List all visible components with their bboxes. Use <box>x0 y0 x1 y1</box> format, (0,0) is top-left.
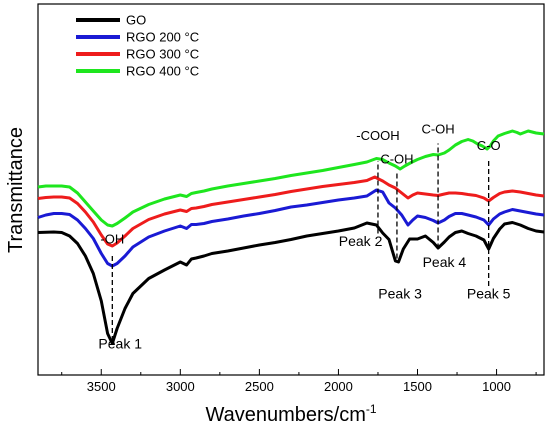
band-label: C-OH <box>380 152 413 167</box>
y-axis-title: Transmittance <box>5 127 27 253</box>
x-tick-label: 3000 <box>166 379 195 394</box>
plot-frame <box>37 3 545 376</box>
series-layer <box>37 129 545 345</box>
legend-label: RGO 300 °C <box>126 47 199 62</box>
peak-label: Peak 5 <box>467 286 511 302</box>
legend-label: RGO 400 °C <box>126 64 199 79</box>
band-label: C-OH <box>421 122 454 137</box>
series-line-rgo-200-c <box>37 188 545 268</box>
series-line-rgo-300-c <box>37 175 545 248</box>
x-tick-label: 3500 <box>87 379 116 394</box>
x-tick-label: 1500 <box>403 379 432 394</box>
legend-label: GO <box>126 13 146 28</box>
x-axis-ticks: 3500 3000 2500 2000 1500 1000 <box>61 369 537 394</box>
peak-label: Peak 2 <box>339 233 383 249</box>
series-line-go <box>37 221 545 345</box>
legend-label: RGO 200 °C <box>126 30 199 45</box>
x-axis-title-superscript: -1 <box>366 402 377 416</box>
x-tick-label: 1000 <box>482 379 511 394</box>
band-label: -COOH <box>356 128 399 143</box>
peak-label: Peak 1 <box>98 336 142 352</box>
peak-label: Peak 3 <box>378 286 422 302</box>
peak-label: Peak 4 <box>423 254 467 270</box>
series-line-rgo-400-c <box>37 129 545 228</box>
x-tick-label: 2000 <box>324 379 353 394</box>
band-label: C-O <box>477 138 501 153</box>
legend: GO RGO 200 °C RGO 300 °C RGO 400 °C <box>76 13 199 79</box>
x-tick-label: 2500 <box>245 379 274 394</box>
x-axis-title: Wavenumbers/cm-1 <box>205 402 376 426</box>
band-label: -OH <box>100 232 124 247</box>
